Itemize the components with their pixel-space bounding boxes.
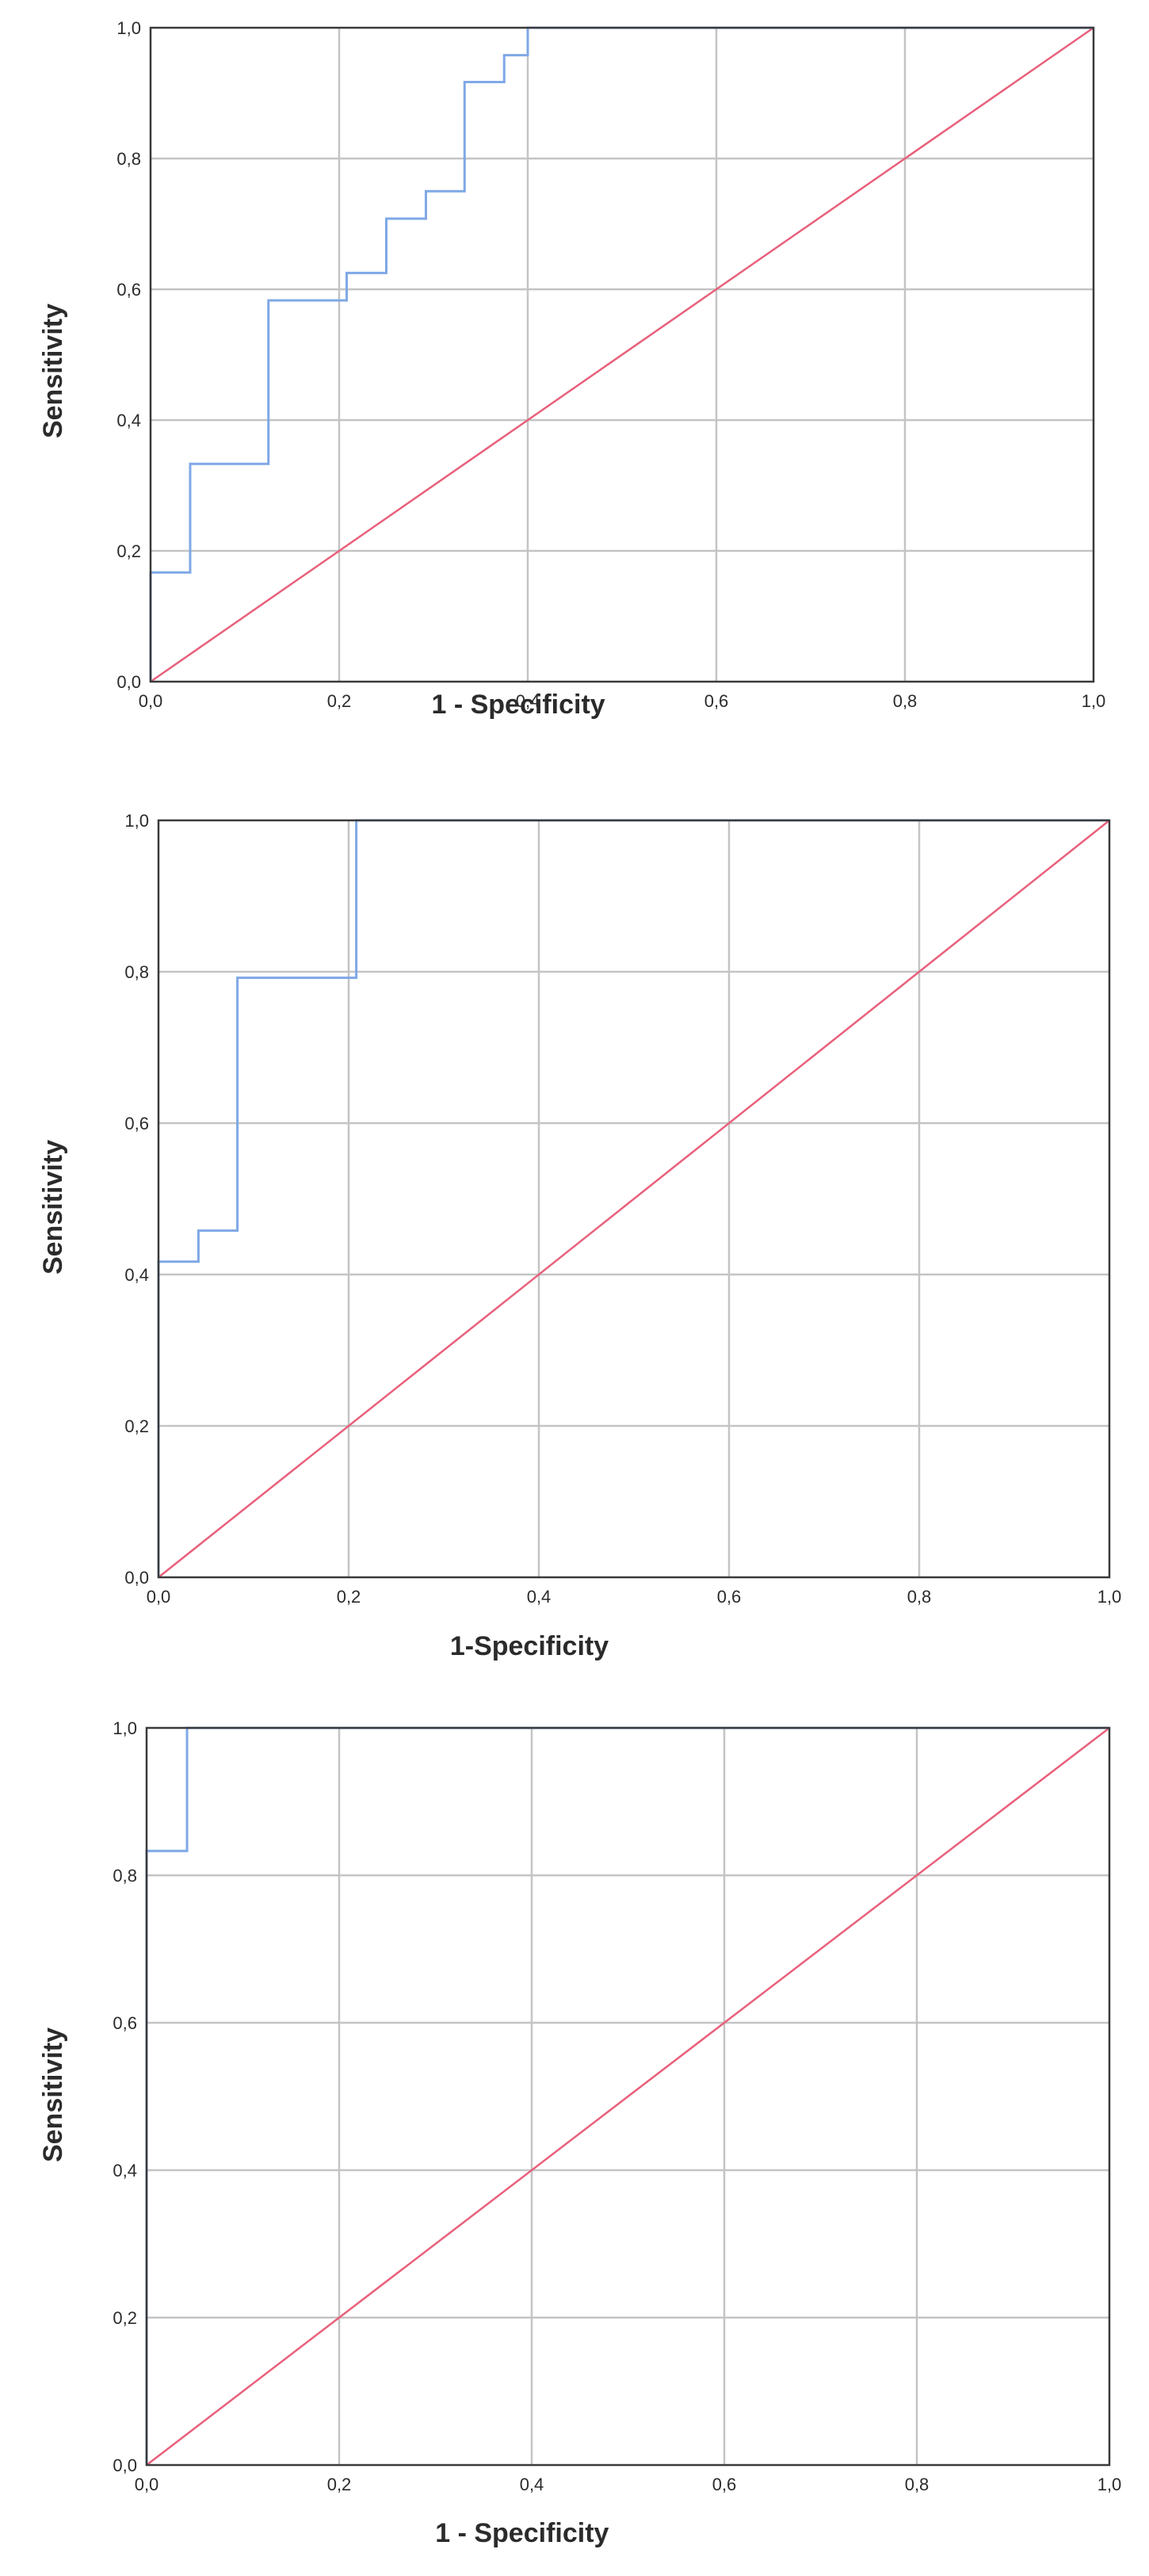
y-tick-label: 0,0 xyxy=(124,1568,149,1588)
y-axis-title: Sensitivity xyxy=(38,1140,68,1275)
x-tick-label: 0,8 xyxy=(907,1587,932,1607)
x-tick-label: 1,0 xyxy=(1097,2475,1122,2494)
y-tick-label: 0,2 xyxy=(113,2308,137,2328)
roc-chart-1: 0,0 0,2 0,4 0,6 0,8 1,0 0,0 0,2 0,4 0,6 0,8 1,0 1 - … xyxy=(38,18,1105,720)
x-tick-label: 0,4 xyxy=(520,2475,544,2494)
x-tick-label: 0,2 xyxy=(327,691,352,711)
x-tick-label: 0,8 xyxy=(893,691,918,711)
x-tick-label: 0,0 xyxy=(147,1587,171,1607)
y-tick-label: 0,6 xyxy=(124,1114,149,1133)
roc-chart-2: 0,0 0,2 0,4 0,6 0,8 1,0 0,0 0,2 0,4 0,6 0,8 1,0 1-Sp… xyxy=(38,811,1121,1661)
x-tick-label: 0,6 xyxy=(704,691,729,711)
y-tick-label: 0,4 xyxy=(113,2161,137,2180)
y-tick-label: 0,8 xyxy=(116,149,141,169)
roc-chart-3: 0,0 0,2 0,4 0,6 0,8 1,0 0,0 0,2 0,4 0,6 0,8 1,0 1 - … xyxy=(38,1718,1121,2548)
y-tick-label: 0,4 xyxy=(116,411,141,430)
y-tick-label: 0,6 xyxy=(116,280,141,300)
x-axis-title: 1-Specificity xyxy=(450,1631,609,1661)
y-tick-label: 1,0 xyxy=(113,1718,137,1738)
y-tick-label: 0,8 xyxy=(113,1866,137,1886)
y-axis-title: Sensitivity xyxy=(38,304,68,438)
x-tick-label: 0,4 xyxy=(516,691,540,711)
plot-frame xyxy=(157,819,1111,1579)
reference-line xyxy=(146,1727,1110,2466)
y-tick-label: 0,0 xyxy=(113,2456,137,2475)
y-tick-label: 0,6 xyxy=(113,2013,137,2033)
roc-curve xyxy=(149,26,1094,682)
x-tick-label: 0,0 xyxy=(139,691,163,711)
x-tick-label: 0,2 xyxy=(327,2475,352,2494)
y-tick-label: 0,8 xyxy=(124,962,149,982)
y-tick-label: 0,2 xyxy=(124,1416,149,1436)
x-axis-title: 1 - Specificity xyxy=(435,2518,609,2548)
y-tick-label: 0,0 xyxy=(116,672,141,692)
x-tick-label: 0,8 xyxy=(905,2475,930,2494)
plot-frame xyxy=(145,1726,1111,2467)
x-tick-label: 0,6 xyxy=(717,1587,742,1607)
y-tick-label: 0,2 xyxy=(116,541,141,561)
y-tick-label: 0,4 xyxy=(124,1265,149,1285)
y-tick-label: 1,0 xyxy=(116,18,141,38)
x-tick-label: 0,2 xyxy=(337,1587,361,1607)
x-axis-title: 1 - Specificity xyxy=(431,690,605,720)
x-tick-label: 0,4 xyxy=(527,1587,552,1607)
x-tick-label: 0,0 xyxy=(135,2475,159,2494)
reference-line xyxy=(158,820,1110,1578)
reference-line xyxy=(150,26,1094,683)
x-tick-label: 1,0 xyxy=(1082,691,1106,711)
x-tick-label: 1,0 xyxy=(1097,1587,1122,1607)
y-tick-label: 1,0 xyxy=(124,811,149,831)
x-tick-label: 0,6 xyxy=(712,2475,737,2494)
roc-curve xyxy=(157,819,1109,1577)
y-axis-title: Sensitivity xyxy=(38,2028,68,2162)
plot-frame xyxy=(149,26,1095,683)
